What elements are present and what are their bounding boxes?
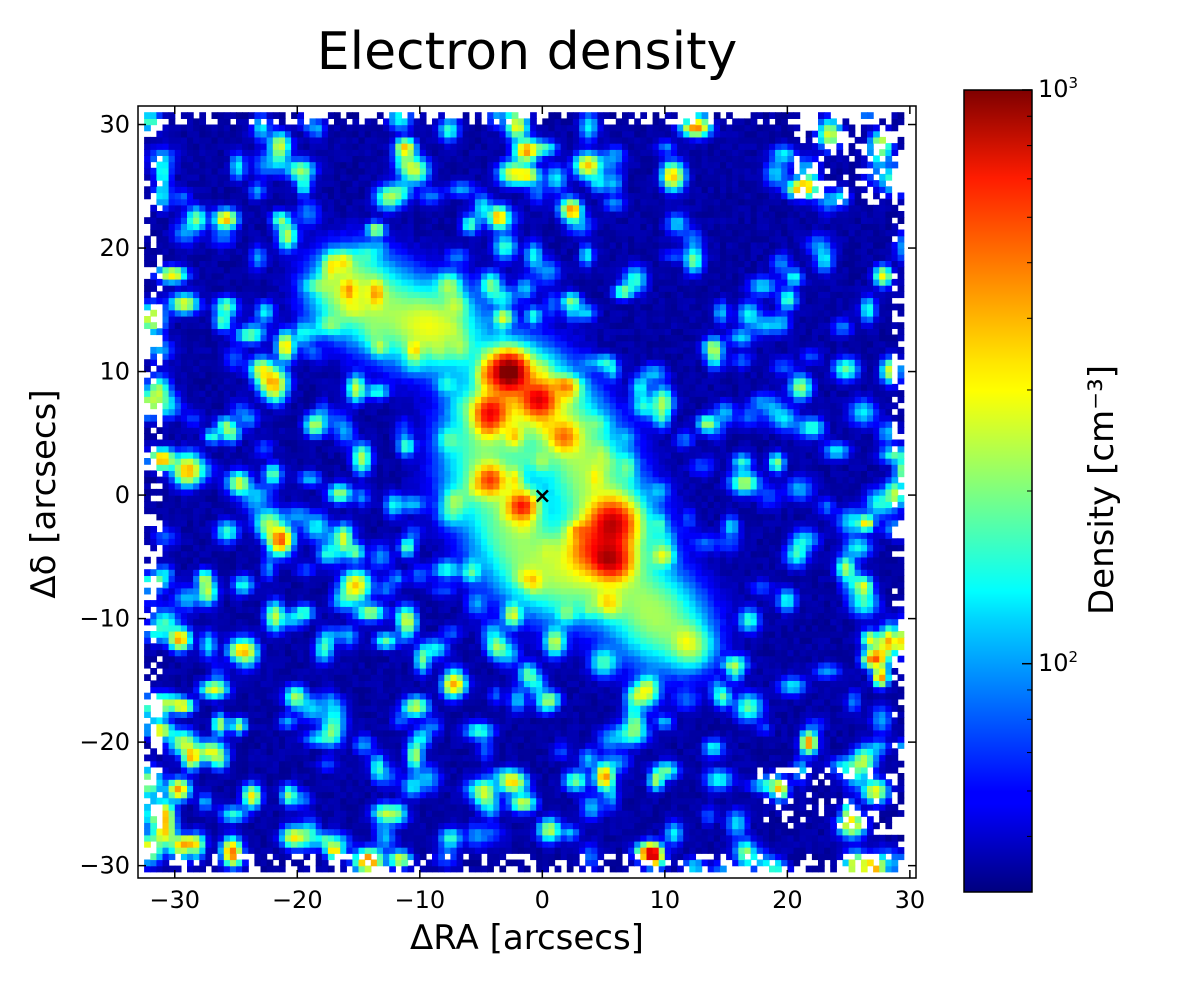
colorbar xyxy=(963,89,1033,893)
colorbar-tick-label: 103 xyxy=(1038,74,1079,103)
axes-frame xyxy=(137,105,917,879)
y-tick-label: 10 xyxy=(99,358,130,386)
y-tick-label: −30 xyxy=(79,852,130,880)
x-tick-label: 20 xyxy=(772,886,803,914)
y-tick-label: −20 xyxy=(79,728,130,756)
x-tick-label: −20 xyxy=(272,886,323,914)
y-tick-label: 0 xyxy=(115,481,130,509)
colorbar-label: Density [cm⁻³] xyxy=(1082,365,1122,615)
colorbar-tick-label: 102 xyxy=(1038,647,1079,677)
x-axis-label: ΔRA [arcsecs] xyxy=(410,918,644,958)
y-tick-label: 30 xyxy=(99,111,130,139)
y-tick-label: 20 xyxy=(99,234,130,262)
center-marker: × xyxy=(533,484,551,509)
y-axis-label: Δδ [arcsecs] xyxy=(24,389,64,599)
x-tick-label: −10 xyxy=(394,886,445,914)
density-heatmap xyxy=(144,112,905,873)
x-tick-label: 30 xyxy=(895,886,926,914)
x-tick-label: −30 xyxy=(149,886,200,914)
chart-title: Electron density xyxy=(316,22,738,82)
x-tick-label: 0 xyxy=(535,886,550,914)
x-tick-label: 10 xyxy=(650,886,681,914)
y-tick-label: −10 xyxy=(79,605,130,633)
